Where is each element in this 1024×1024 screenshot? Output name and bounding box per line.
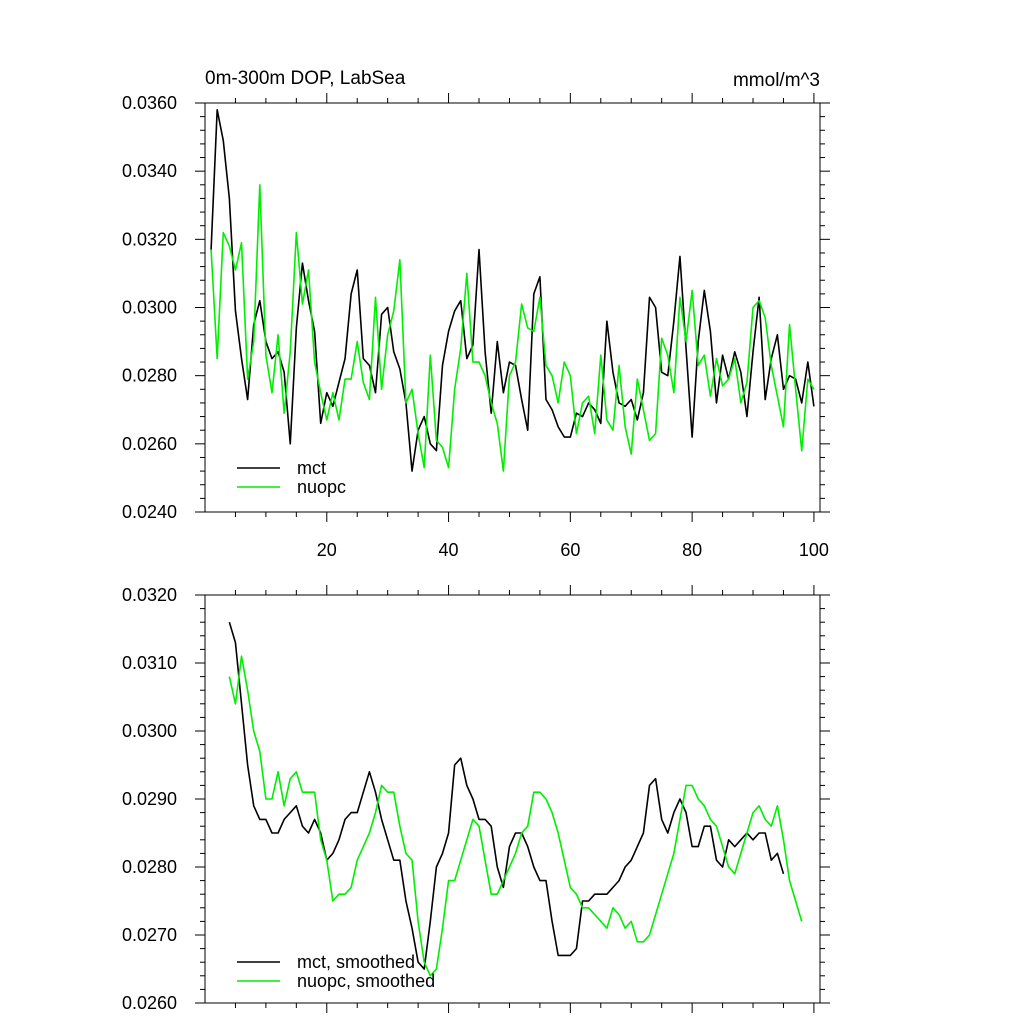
top-panel: 0m-300m DOP, LabSea mmol/m^3 0.0240 0.026…	[122, 68, 830, 560]
series-line-nuopc-smoothed	[228, 655, 803, 977]
top-panel-units: mmol/m^3	[733, 70, 820, 91]
y-tick-label: 0.0260	[122, 434, 177, 454]
y-tick-label: 0.0360	[122, 93, 177, 113]
y-tick-label: 0.0300	[122, 721, 177, 741]
y-tick-label: 0.0280	[122, 857, 177, 877]
legend-label: mct	[297, 458, 326, 478]
y-tick-label: 0.0320	[122, 229, 177, 249]
bottom-panel-ticks	[195, 585, 830, 1013]
y-tick-label: 0.0340	[122, 161, 177, 181]
x-tick-label: 80	[682, 540, 702, 560]
y-tick-label: 0.0270	[122, 925, 177, 945]
bottom-panel: 0.0260 0.0270 0.0280 0.0290 0.0300 0.0310 0.03…	[122, 585, 830, 1013]
legend-label: nuopc	[297, 477, 346, 497]
legend-label: mct, smoothed	[297, 952, 415, 972]
y-tick-label: 0.0310	[122, 653, 177, 673]
y-tick-label: 0.0240	[122, 502, 177, 522]
series-line-mct-smoothed	[228, 621, 785, 970]
top-panel-series	[210, 109, 815, 472]
top-panel-title: 0m-300m DOP, LabSea	[205, 68, 406, 89]
legend-label: nuopc, smoothed	[297, 971, 435, 991]
x-tick-label: 20	[317, 540, 337, 560]
y-tick-label: 0.0260	[122, 993, 177, 1013]
y-tick-label: 0.0320	[122, 585, 177, 605]
y-tick-label: 0.0280	[122, 366, 177, 386]
y-tick-label: 0.0300	[122, 298, 177, 318]
x-tick-label: 60	[560, 540, 580, 560]
series-line-nuopc	[210, 184, 815, 472]
y-tick-label: 0.0290	[122, 789, 177, 809]
top-panel-y-tick-labels: 0.0240 0.0260 0.0280 0.0300 0.0320 0.0340 0.03…	[122, 93, 177, 522]
x-tick-label: 40	[439, 540, 459, 560]
top-panel-ticks	[195, 93, 830, 522]
bottom-panel-frame	[204, 594, 821, 1004]
top-panel-frame	[204, 102, 821, 513]
bottom-panel-y-tick-labels: 0.0260 0.0270 0.0280 0.0290 0.0300 0.0310 0.03…	[122, 585, 177, 1013]
x-tick-label: 100	[799, 540, 829, 560]
bottom-panel-series	[228, 621, 803, 977]
top-panel-x-tick-labels: 20 40 60 80 100	[317, 540, 829, 560]
